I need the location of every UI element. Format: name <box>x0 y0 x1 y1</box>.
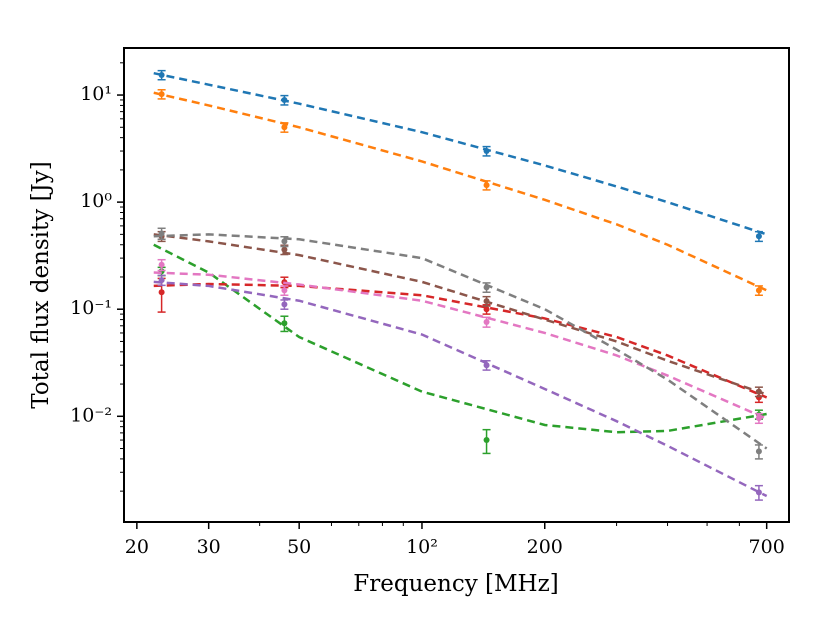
x-tick-label: 200 <box>527 536 563 558</box>
point <box>281 301 288 308</box>
point <box>483 437 490 444</box>
fit-curve <box>153 91 768 292</box>
x-tick-label: 30 <box>197 536 221 558</box>
point <box>158 261 165 268</box>
point <box>755 233 762 240</box>
point <box>483 318 490 325</box>
point <box>755 287 762 294</box>
x-tick-label: 20 <box>125 536 149 558</box>
point <box>158 71 165 78</box>
point <box>158 289 165 296</box>
point <box>483 306 490 313</box>
y-tick-label: 10⁰ <box>80 190 112 212</box>
fit-curve <box>153 280 768 498</box>
fit-curve <box>153 71 768 236</box>
point <box>158 230 165 237</box>
x-axis-label: Frequency [MHz] <box>353 571 558 597</box>
fit-curve <box>153 282 768 399</box>
point <box>281 287 288 294</box>
point <box>483 298 490 305</box>
y-axis-label: Total flux density [Jy] <box>28 161 54 408</box>
x-tick-label: 700 <box>749 536 785 558</box>
x-tick-label: 10² <box>406 536 438 558</box>
point <box>755 415 762 422</box>
fit-curve <box>153 233 768 396</box>
point <box>483 284 490 291</box>
point <box>281 246 288 253</box>
y-tick-label: 10⁻¹ <box>70 297 112 319</box>
y-tick-label: 10¹ <box>80 83 112 105</box>
point <box>483 362 490 369</box>
fit-curve <box>153 271 768 420</box>
point <box>755 489 762 496</box>
point <box>483 182 490 189</box>
point <box>281 238 288 245</box>
point <box>755 448 762 455</box>
point <box>755 388 762 395</box>
plot-frame <box>123 47 790 523</box>
point <box>158 277 165 284</box>
point <box>281 320 288 327</box>
point <box>281 124 288 131</box>
point <box>483 148 490 155</box>
point <box>158 91 165 98</box>
y-tick-label: 10⁻² <box>70 404 112 426</box>
x-tick-label: 50 <box>287 536 311 558</box>
fit-curve <box>153 243 767 434</box>
fit-curve <box>153 233 768 450</box>
point <box>281 97 288 104</box>
